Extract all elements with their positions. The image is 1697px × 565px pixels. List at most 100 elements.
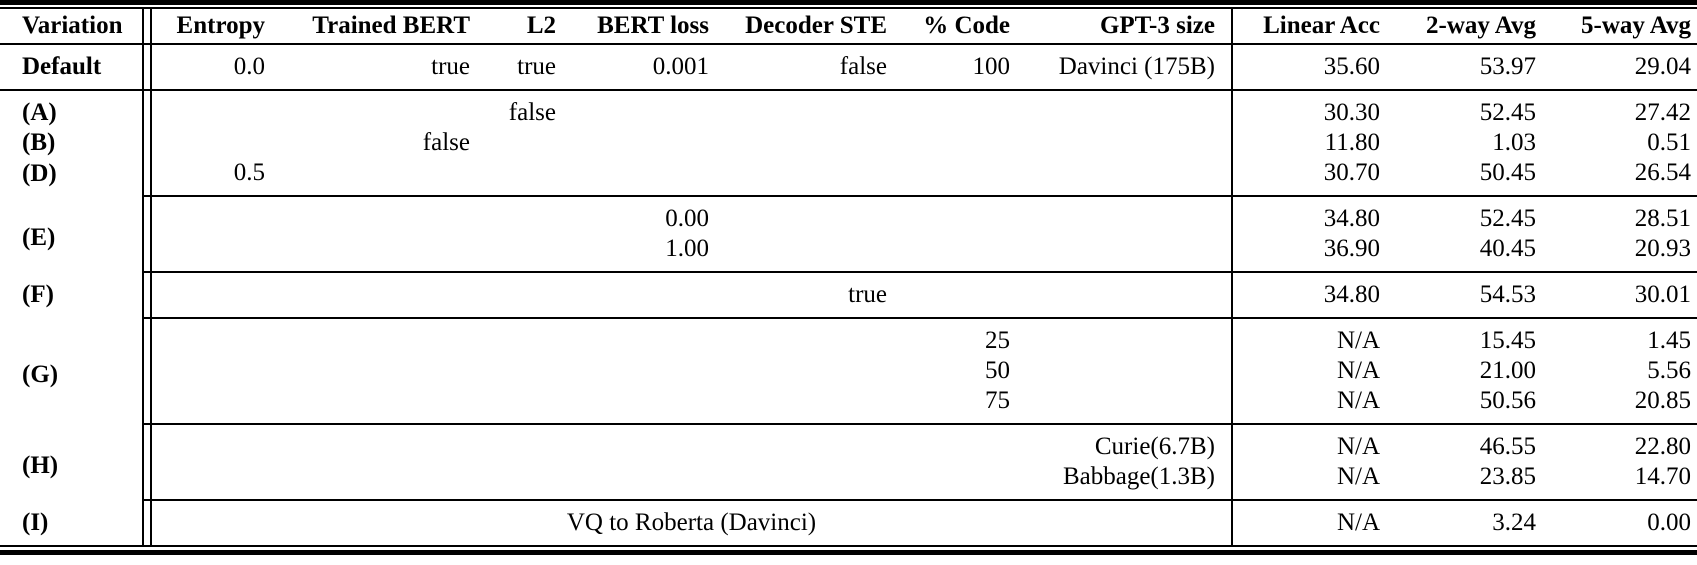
bottom-rule-thin <box>0 545 1697 547</box>
top-rule-thick <box>0 0 1697 5</box>
row-e2: 1.00 36.90 40.45 20.93 <box>0 234 1697 272</box>
cell-f-pct-code <box>903 271 1026 318</box>
cell-b-gpt3-size <box>1026 128 1232 158</box>
cell-d-entropy: 0.5 <box>233 159 265 186</box>
cell-a-2way-avg: 52.45 <box>1396 89 1552 128</box>
cell-i-variation: (I) <box>22 508 49 536</box>
col-header-5way-avg: 5-way Avg <box>1552 9 1697 45</box>
cell-h2-entropy <box>151 462 281 500</box>
cell-g1-2way-avg: 15.45 <box>1396 317 1552 356</box>
cell-a-bert-loss <box>572 89 725 128</box>
double-rule-spacer <box>142 44 152 90</box>
group-e: (E) 0.00 34.80 52.45 28.51 1.00 36.90 40… <box>0 195 1697 272</box>
cell-h2-decoder-ste <box>725 462 903 500</box>
cell-i-2way-avg: 3.24 <box>1396 499 1552 545</box>
cell-e1-decoder-ste <box>725 195 903 234</box>
col-header-bert-loss: BERT loss <box>572 9 725 45</box>
cell-g-variation: (G) <box>22 360 59 388</box>
cell-a-5way-avg: 27.42 <box>1552 89 1697 128</box>
cell-b-pct-code <box>903 128 1026 158</box>
cell-f-5way-avg: 30.01 <box>1552 271 1697 318</box>
group-default: Default 0.0 true true 0.001 false 100 Da… <box>0 44 1697 90</box>
cell-g2-2way-avg: 21.00 <box>1479 357 1536 384</box>
cell-b-bert-loss <box>572 128 725 158</box>
cell-g3-decoder-ste <box>725 386 903 424</box>
cell-e1-entropy <box>151 195 281 234</box>
double-rule-spacer <box>142 128 152 158</box>
cell-e1-2way-avg: 52.45 <box>1396 195 1552 234</box>
cell-h1-gpt3-size: Curie(6.7B) <box>1026 423 1232 462</box>
col-header-pct-code: % Code <box>903 9 1026 45</box>
row-g2: 50 N/A 21.00 5.56 <box>0 356 1697 386</box>
group-g: (G) 25 N/A 15.45 1.45 50 N/A 21.00 5.56 <box>0 317 1697 424</box>
cell-a-variation: (A) <box>0 89 143 128</box>
cell-g2-linear-acc: N/A <box>1231 356 1396 386</box>
cell-g3-2way-avg: 50.56 <box>1479 387 1536 414</box>
group-h: (H) Curie(6.7B) N/A 46.55 22.80 Babbage(… <box>0 423 1697 500</box>
cell-default-gpt3-size: Davinci (175B) <box>1058 53 1215 80</box>
cell-d-l2 <box>486 158 572 196</box>
cell-e-variation: (E) <box>22 223 56 251</box>
bottom-rule-thick <box>0 550 1697 555</box>
cell-g1-decoder-ste <box>725 317 903 356</box>
double-rule-spacer <box>142 271 152 318</box>
row-i: (I) VQ to Roberta (Davinci) N/A 3.24 0.0… <box>0 499 1697 545</box>
cell-e2-linear-acc: 36.90 <box>1231 234 1396 272</box>
cell-d-5way-avg: 26.54 <box>1634 159 1691 186</box>
cell-h2-2way-avg: 23.85 <box>1479 463 1536 490</box>
cell-default-decoder-ste: false <box>839 53 887 80</box>
cell-g2-decoder-ste <box>725 356 903 386</box>
row-default: Default 0.0 true true 0.001 false 100 Da… <box>0 44 1697 90</box>
cell-g2-pct-code: 50 <box>985 357 1010 384</box>
cell-a-linear-acc: 30.30 <box>1231 89 1396 128</box>
row-h1: (H) Curie(6.7B) N/A 46.55 22.80 <box>0 423 1697 479</box>
group-i: (I) VQ to Roberta (Davinci) N/A 3.24 0.0… <box>0 499 1697 545</box>
row-e1: (E) 0.00 34.80 52.45 28.51 <box>0 195 1697 251</box>
cell-default-linear-acc: 35.60 <box>1231 44 1396 90</box>
cell-g1-l2 <box>486 317 572 356</box>
cell-g2-entropy <box>151 356 281 386</box>
cell-b-linear-acc: 11.80 <box>1231 128 1396 158</box>
cell-e1-linear-acc: 34.80 <box>1231 195 1396 234</box>
cell-g1-5way-avg: 1.45 <box>1552 317 1697 356</box>
cell-default-variation: Default <box>22 53 102 80</box>
col-header-linear-acc: Linear Acc <box>1231 9 1396 45</box>
cell-g2-5way-avg: 5.56 <box>1647 357 1691 384</box>
cell-g1-trained-bert <box>281 317 486 356</box>
cell-d-variation: (D) <box>22 159 57 187</box>
cell-i-linear-acc: N/A <box>1231 499 1396 545</box>
col-header-trained-bert: Trained BERT <box>281 9 486 45</box>
col-header-gpt3-size: GPT-3 size <box>1026 9 1232 45</box>
cell-g1-gpt3-size <box>1026 317 1232 356</box>
cell-default-bert-loss: 0.001 <box>652 53 709 80</box>
cell-a-pct-code <box>903 89 1026 128</box>
cell-b-decoder-ste <box>725 128 903 158</box>
col-header-entropy: Entropy <box>151 9 281 45</box>
cell-b-entropy <box>151 128 281 158</box>
cell-g3-trained-bert <box>281 386 486 424</box>
cell-e1-trained-bert <box>281 195 486 234</box>
cell-b-2way-avg: 1.03 <box>1492 129 1536 156</box>
cell-a-trained-bert <box>281 89 486 128</box>
cell-e2-entropy <box>151 234 281 272</box>
cell-h1-2way-avg: 46.55 <box>1396 423 1552 462</box>
cell-d-2way-avg: 50.45 <box>1479 159 1536 186</box>
cell-d-bert-loss <box>572 158 725 196</box>
cell-h1-pct-code <box>903 423 1026 462</box>
cell-h2-pct-code <box>903 462 1026 500</box>
cell-h1-5way-avg: 22.80 <box>1552 423 1697 462</box>
cell-f-gpt3-size <box>1026 271 1232 318</box>
row-a: (A) false 30.30 52.45 27.42 <box>0 89 1697 128</box>
cell-h2-bert-loss <box>572 462 725 500</box>
cell-b-trained-bert: false <box>422 129 470 156</box>
cell-d-trained-bert <box>281 158 486 196</box>
double-rule-spacer <box>142 9 152 45</box>
cell-h2-5way-avg: 14.70 <box>1634 463 1691 490</box>
ablation-table: Variation Entropy Trained BERT L2 BERT l… <box>0 9 1697 545</box>
row-d: (D) 0.5 30.70 50.45 26.54 <box>0 158 1697 196</box>
cell-f-l2 <box>486 271 572 318</box>
cell-h1-trained-bert <box>281 423 486 462</box>
cell-h2-trained-bert <box>281 462 486 500</box>
cell-d-linear-acc: 30.70 <box>1231 158 1396 196</box>
cell-a-decoder-ste <box>725 89 903 128</box>
